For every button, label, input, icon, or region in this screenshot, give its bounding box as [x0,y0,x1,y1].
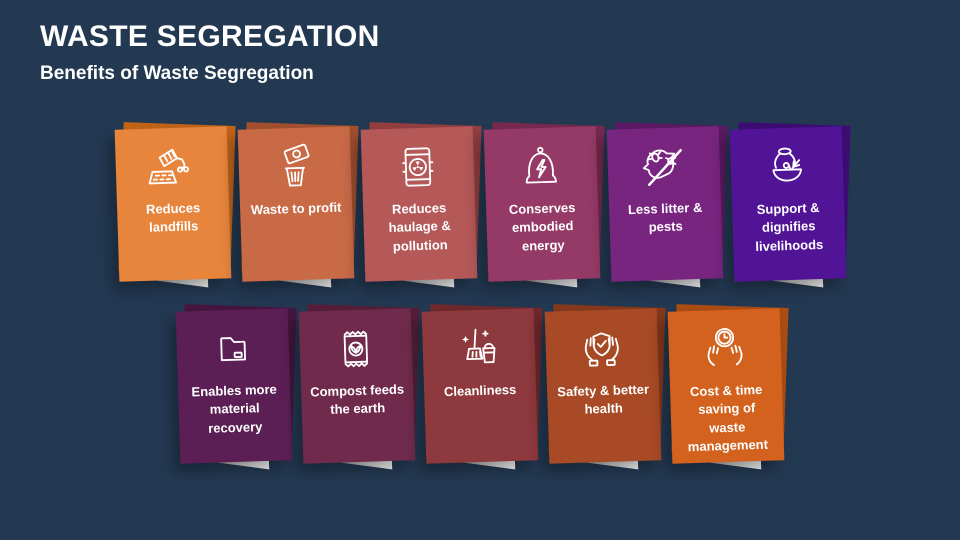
card-label: Cost & time saving of waste management [687,381,769,455]
card-support-dignifies-livelihoods: Support & dignifies livelihoods [729,122,851,280]
page-title: WASTE SEGREGATION [40,20,380,53]
card-cost-time-saving: Cost & time saving of waste management [667,304,789,462]
card-reduces-landfills: Reduces landfills [114,122,236,280]
card-compost-feeds-earth: Compost feeds the earth [298,304,420,462]
money-into-bin-icon [268,140,322,194]
card-conserves-embodied-energy: Conserves embodied energy [483,122,605,280]
card-label: Support & dignifies livelihoods [754,200,823,254]
card-waste-to-profit: Waste to profit [237,122,359,280]
broom-bucket-icon [452,322,506,376]
card-label: Enables more material recovery [191,381,277,436]
compost-bag-icon [329,322,383,376]
page-subtitle: Benefits of Waste Segregation [40,63,314,84]
benefits-row-bottom: Enables more material recovery Compost f… [0,304,960,462]
card-label: Less litter & pests [627,199,703,235]
card-label: Cleanliness [443,381,517,400]
dump-truck-landfill-icon [145,140,199,194]
card-label: Safety & better health [557,381,650,418]
card-enables-material-recovery: Enables more material recovery [175,304,297,462]
folder-recovery-icon [206,322,260,376]
energy-dome-icon [514,140,568,194]
card-label: Conserves embodied energy [508,199,576,254]
hazard-barrel-icon [391,140,445,194]
no-pests-icon [637,140,691,194]
card-label: Waste to profit [250,199,342,218]
livelihood-bowl-icon [760,140,814,194]
card-cleanliness: Cleanliness [421,304,543,462]
card-reduces-haulage-pollution: Reduces haulage & pollution [360,122,482,280]
slide-header: WASTE SEGREGATION Benefits of Waste Segr… [40,20,380,85]
card-safety-better-health: Safety & better health [544,304,666,462]
hands-shield-icon [575,322,629,376]
card-label: Reduces landfills [145,200,200,236]
card-less-litter-pests: Less litter & pests [606,122,728,280]
card-label: Compost feeds the earth [309,381,405,418]
benefits-row-top: Reduces landfills [0,122,960,280]
hands-clock-icon [698,322,752,376]
card-label: Reduces haulage & pollution [387,200,451,254]
